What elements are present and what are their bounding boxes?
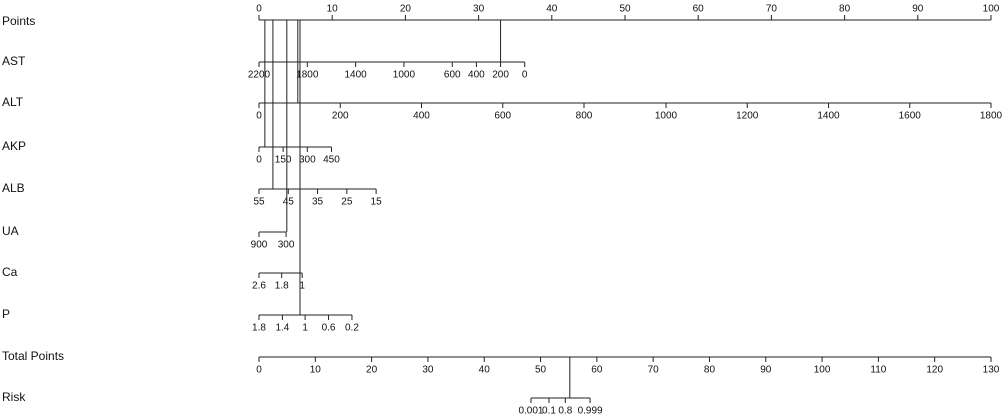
tick-label: 20: [400, 4, 412, 15]
tick-label: 80: [704, 365, 716, 376]
row-name: Risk: [2, 390, 26, 404]
row-name: Ca: [2, 265, 18, 279]
tick-label: 60: [591, 365, 603, 376]
tick-label: 35: [312, 197, 324, 208]
tick-label: 200: [332, 111, 349, 122]
tick-label: 0: [256, 111, 262, 122]
tick-label: 600: [494, 111, 511, 122]
tick-label: 0.2: [345, 323, 359, 334]
row-name: ALB: [2, 181, 25, 195]
tick-label: 2200: [248, 70, 271, 81]
tick-label: 20: [366, 365, 378, 376]
tick-label: 0: [256, 365, 262, 376]
row-name: UA: [2, 224, 19, 238]
tick-label: 100: [983, 4, 1000, 15]
tick-label: 110: [870, 365, 886, 376]
tick-label: 2.6: [252, 281, 266, 292]
tick-label: 0: [522, 70, 528, 81]
tick-label: 150: [275, 155, 292, 166]
tick-label: 15: [371, 197, 383, 208]
tick-label: 1600: [899, 111, 922, 122]
tick-label: 45: [283, 197, 295, 208]
tick-label: 100: [814, 365, 831, 376]
tick-label: 0.999: [578, 406, 603, 417]
tick-label: 1800: [296, 70, 319, 81]
tick-label: 1400: [344, 70, 367, 81]
tick-label: 10: [310, 365, 322, 376]
tick-label: 80: [839, 4, 851, 15]
row-name: Points: [2, 14, 35, 28]
tick-label: 0.8: [558, 406, 572, 417]
tick-label: 55: [253, 197, 265, 208]
row-name: Total Points: [2, 349, 64, 363]
tick-label: 800: [576, 111, 593, 122]
tick-label: 300: [299, 155, 316, 166]
tick-label: 70: [766, 4, 778, 15]
tick-label: 0.001: [518, 406, 543, 417]
row-name: AST: [2, 54, 26, 68]
tick-label: 400: [413, 111, 430, 122]
tick-label: 40: [479, 365, 491, 376]
tick-label: 1.8: [275, 281, 289, 292]
tick-label: 1.4: [275, 323, 289, 334]
tick-label: 90: [760, 365, 772, 376]
tick-label: 1000: [393, 70, 416, 81]
tick-label: 1000: [655, 111, 678, 122]
row-name: P: [2, 307, 10, 321]
row-name: ALT: [2, 95, 24, 109]
tick-label: 0.1: [542, 406, 556, 417]
tick-label: 1800: [980, 111, 1003, 122]
tick-label: 1.8: [252, 323, 266, 334]
tick-label: 130: [983, 365, 1000, 376]
tick-label: 70: [648, 365, 660, 376]
tick-label: 0: [256, 155, 262, 166]
tick-label: 450: [323, 155, 340, 166]
tick-label: 50: [535, 365, 547, 376]
tick-label: 90: [912, 4, 924, 15]
tick-label: 0: [256, 4, 262, 15]
tick-label: 10: [327, 4, 339, 15]
tick-label: 25: [341, 197, 353, 208]
tick-label: 400: [468, 70, 485, 81]
tick-label: 0.6: [322, 323, 336, 334]
tick-label: 120: [926, 365, 943, 376]
tick-label: 1200: [736, 111, 759, 122]
tick-label: 1400: [817, 111, 840, 122]
tick-label: 1: [302, 323, 308, 334]
tick-label: 1: [299, 281, 305, 292]
tick-label: 30: [473, 4, 485, 15]
tick-label: 300: [278, 240, 295, 251]
tick-label: 50: [619, 4, 631, 15]
tick-label: 900: [251, 240, 268, 251]
tick-label: 600: [444, 70, 461, 81]
tick-label: 40: [546, 4, 558, 15]
tick-label: 60: [693, 4, 705, 15]
row-name: AKP: [2, 139, 26, 153]
tick-label: 200: [492, 70, 509, 81]
tick-label: 30: [422, 365, 434, 376]
